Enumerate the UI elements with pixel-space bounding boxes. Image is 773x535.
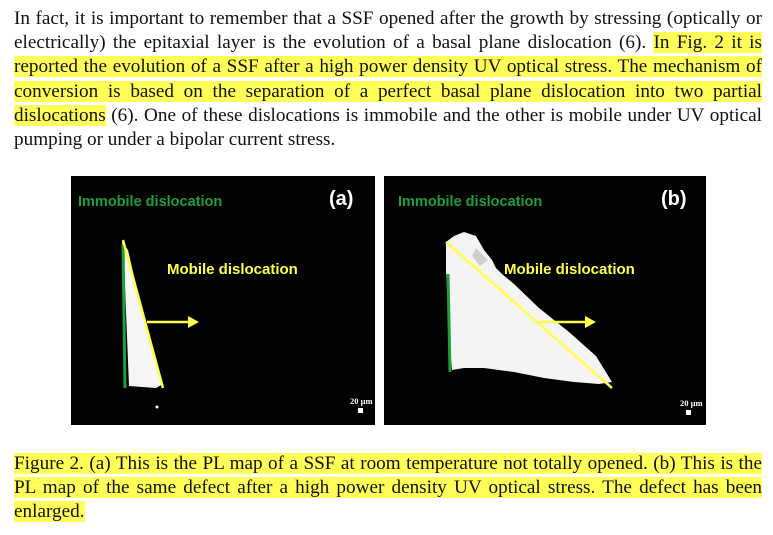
panel-letter-a: (a) — [329, 188, 354, 210]
scale-label-b: 20 µm — [680, 398, 703, 408]
immobile-label-b: Immobile dislocation — [398, 194, 543, 210]
paragraph-text-end: (6). One of these dislocations is immobi… — [14, 104, 762, 151]
pl-map-a — [121, 239, 199, 409]
arrow-head-a — [188, 316, 199, 328]
body-paragraph: In fact, it is important to remember tha… — [14, 7, 762, 152]
mobile-label-b: Mobile dislocation — [504, 261, 635, 278]
figure-panel-b: Immobile dislocation Mobile dislocation … — [384, 176, 706, 425]
bright-speck — [155, 405, 159, 409]
ssf-texture-b — [472, 248, 488, 266]
mobile-label-a: Mobile dislocation — [167, 261, 298, 278]
pl-map-b — [445, 232, 613, 389]
mobile-dislocation-line-a — [121, 239, 165, 389]
ssf-region-b — [446, 232, 612, 384]
mobile-dislocation-line-b — [445, 241, 613, 389]
immobile-label-a: Immobile dislocation — [78, 194, 223, 210]
figure-caption: Figure 2. (a) This is the PL map of a SS… — [14, 452, 762, 524]
immobile-dislocation-line-b — [446, 273, 452, 373]
paragraph-text: In fact, it is important to remember tha… — [14, 8, 762, 54]
scale-bar-a — [358, 408, 363, 413]
caption-text: Figure 2. (a) This is the PL map of a SS… — [14, 453, 762, 522]
arrow-head-b — [585, 316, 596, 328]
figure-panel-a: Immobile dislocation Mobile dislocation … — [71, 176, 375, 425]
panel-letter-b: (b) — [661, 188, 687, 210]
scale-label-a: 20 µm — [350, 396, 373, 406]
immobile-dislocation-line-a — [121, 243, 127, 389]
scale-bar-b — [686, 410, 691, 415]
